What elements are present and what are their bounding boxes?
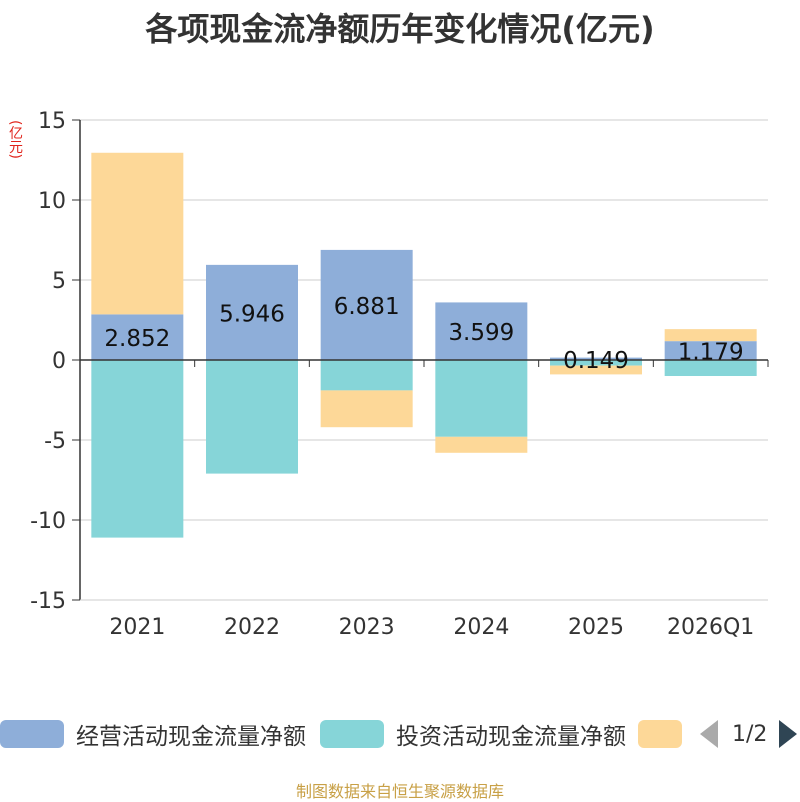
y-tick-label: 0: [52, 349, 66, 374]
legend: 经营活动现金流量净额 投资活动现金流量净额 1/2: [0, 716, 800, 756]
bar-chart: 15 10 5 0 -5 -10 -15 2.852 5.946 6.881 3.599 0.149 1…: [30, 109, 769, 640]
bar-operating-2025: [550, 357, 642, 360]
bar-operating-2024: [435, 302, 528, 360]
bar-investing-2022: [206, 360, 298, 474]
data-source-note: 制图数据来自恒生聚源数据库: [295, 782, 504, 801]
bar-operating-2022: [206, 264, 298, 360]
legend-prev-page-icon[interactable]: [700, 720, 718, 748]
bar-investing-2024: [435, 360, 528, 437]
y-tick-label: 15: [38, 109, 66, 134]
legend-pager: 1/2: [700, 716, 798, 752]
y-tick-label: 5: [52, 269, 66, 294]
data-label-operating-2021: 2.852: [104, 326, 170, 352]
bar-operating-2023: [320, 249, 413, 360]
legend-page-indicator: 1/2: [732, 721, 768, 747]
x-tick-label: 2025: [568, 615, 624, 640]
legend-swatch-operating: [0, 720, 64, 748]
data-label-operating-2023: 6.881: [334, 294, 400, 320]
bar-financing-2024: [435, 436, 528, 453]
data-label-operating-2026Q1: 1.179: [678, 340, 744, 366]
bar-financing-2023: [320, 390, 413, 428]
x-tick-label: 2026Q1: [667, 615, 754, 640]
bar-operating-2021: [91, 314, 184, 360]
bar-investing-2026Q1: [664, 360, 757, 376]
chart-title: 各项现金流净额历年变化情况(亿元): [145, 10, 655, 48]
legend-item-investing[interactable]: 投资活动现金流量净额: [320, 716, 626, 752]
y-tick-label: 10: [38, 189, 66, 214]
legend-swatch-financing: [638, 720, 682, 748]
y-tick-label: -10: [30, 509, 66, 534]
bar-operating-2026Q1: [664, 341, 757, 360]
y-axis-unit: (亿元): [7, 120, 23, 159]
x-tick-label: 2023: [339, 615, 395, 640]
data-label-operating-2022: 5.946: [219, 301, 285, 327]
legend-item-operating[interactable]: 经营活动现金流量净额: [0, 716, 306, 752]
y-tick-label: -15: [30, 589, 66, 614]
y-tick-label: -5: [44, 429, 66, 454]
legend-next-page-icon[interactable]: [779, 720, 798, 748]
x-tick-label: 2024: [453, 615, 509, 640]
legend-item-financing[interactable]: [638, 716, 682, 752]
data-label-operating-2025: 0.149: [563, 348, 629, 374]
bar-financing-2025: [550, 365, 642, 375]
bar-investing-2025: [550, 360, 642, 366]
legend-label-investing: 投资活动现金流量净额: [396, 724, 626, 750]
x-tick-label: 2022: [224, 615, 280, 640]
legend-swatch-investing: [320, 720, 384, 748]
legend-label-operating: 经营活动现金流量净额: [76, 724, 306, 750]
bar-investing-2021: [91, 360, 184, 538]
x-tick-label: 2021: [109, 615, 165, 640]
bar-financing-2021: [91, 152, 184, 315]
data-label-operating-2024: 3.599: [448, 320, 514, 346]
bar-investing-2023: [320, 360, 413, 391]
bar-financing-2026Q1: [664, 329, 757, 342]
